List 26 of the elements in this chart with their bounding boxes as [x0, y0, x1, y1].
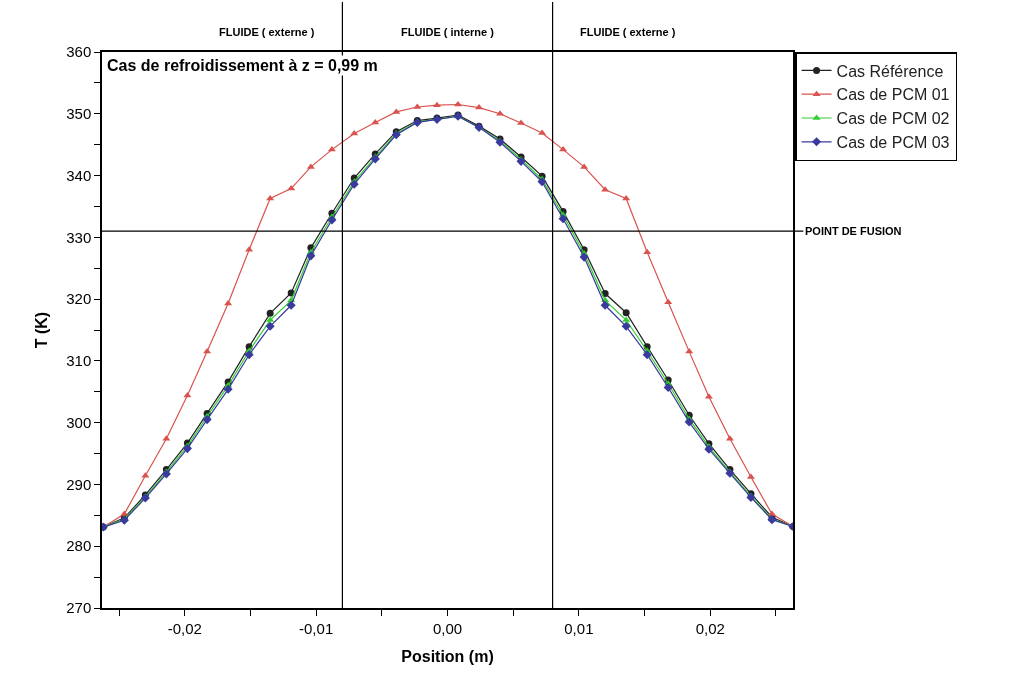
- y-tick-label: 340: [66, 166, 92, 184]
- text: FLUIDE ( interne ): [401, 26, 495, 38]
- y-tick-label: 290: [66, 475, 92, 493]
- y-tick-label: 350: [66, 105, 92, 123]
- x-tick-label: -0,02: [167, 619, 202, 637]
- text: FLUIDE ( externe ): [580, 26, 676, 38]
- y-axis-title: T (K): [32, 311, 50, 349]
- legend-label: Cas de PCM 03: [836, 134, 950, 152]
- x-tick-label: 0,01: [564, 619, 594, 637]
- y-tick-label: 300: [66, 413, 92, 431]
- ref-line-label: POINT DE FUSION: [805, 225, 902, 237]
- x-tick-label: 0,02: [695, 619, 725, 637]
- legend-label: Cas Référence: [836, 62, 944, 80]
- y-tick-label: 330: [66, 228, 92, 246]
- x-axis-title: Position (m): [401, 647, 494, 665]
- legend-label: Cas de PCM 02: [836, 110, 950, 128]
- y-tick-label: 270: [66, 599, 92, 617]
- chart-title: Cas de refroidissement à z = 0,99 m: [107, 57, 378, 74]
- y-tick-label: 320: [66, 290, 92, 308]
- y-tick-label: 360: [66, 43, 92, 61]
- y-tick-label: 310: [66, 352, 92, 370]
- text: FLUIDE ( externe ): [219, 26, 315, 38]
- legend-label: Cas de PCM 01: [836, 86, 950, 104]
- x-tick-label: -0,01: [299, 619, 334, 637]
- y-tick-label: 280: [66, 537, 92, 555]
- x-tick-label: 0,00: [432, 619, 463, 637]
